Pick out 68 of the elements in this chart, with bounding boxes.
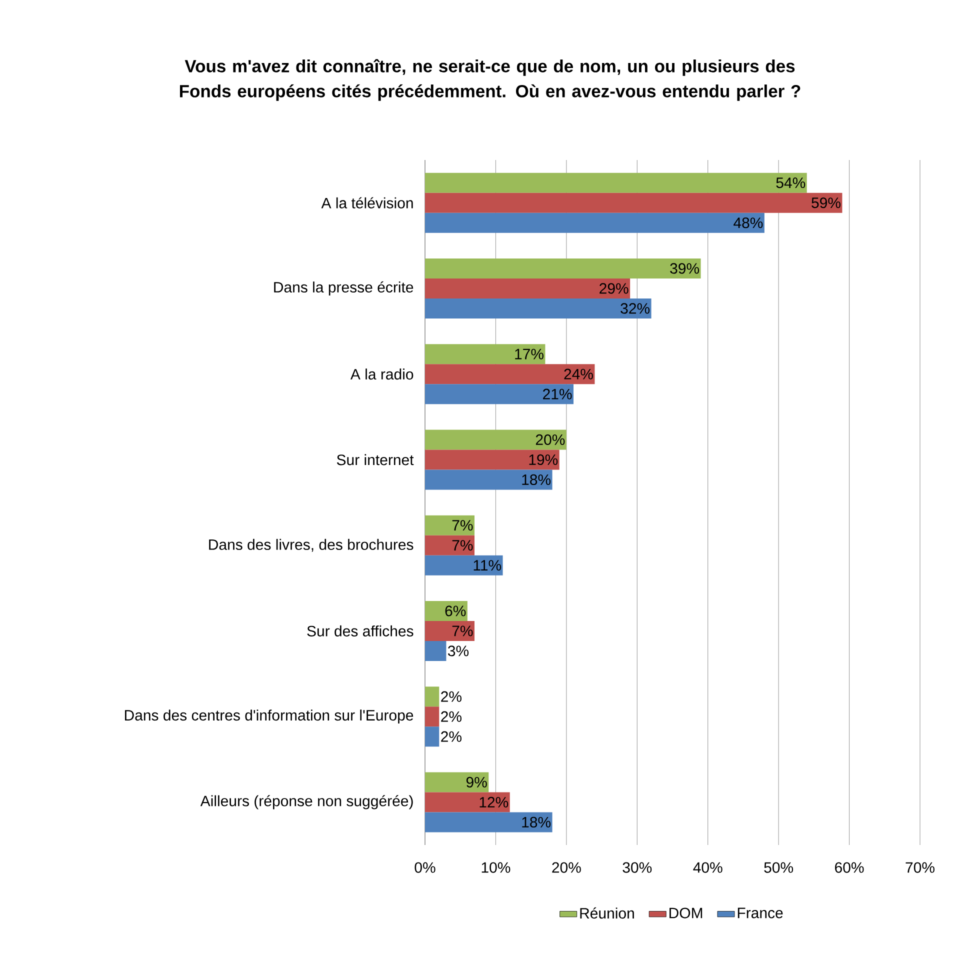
- bar: [425, 726, 440, 747]
- data-label: 59%: [812, 198, 840, 208]
- bar: [425, 600, 468, 621]
- data-label: 2%: [441, 731, 462, 742]
- bar: [425, 278, 630, 298]
- data-label: 20%: [536, 434, 565, 445]
- bar: [425, 258, 701, 278]
- data-label: 2%: [441, 691, 462, 702]
- x-tick-label: 10%: [482, 862, 510, 873]
- bar: [425, 620, 474, 641]
- y-tick-label: A la télévision: [321, 197, 413, 208]
- data-label: 18%: [522, 474, 551, 485]
- x-tick-label: 40%: [693, 862, 722, 873]
- y-tick-label: Dans des centres d'information sur l'Europe: [124, 710, 414, 724]
- legend-label: Réunion: [580, 907, 634, 919]
- data-label: 39%: [670, 263, 700, 274]
- y-tick-label: A la radio: [350, 368, 414, 380]
- bar: [425, 450, 560, 470]
- y-tick-label: Sur des affiches: [307, 625, 414, 636]
- data-label: 32%: [620, 303, 650, 314]
- data-label: 6%: [445, 606, 466, 616]
- data-label: 7%: [452, 540, 473, 551]
- legend-label: DOM: [670, 908, 702, 918]
- bar: [425, 364, 595, 384]
- y-tick-label: Ailleurs (réponse non suggérée): [200, 795, 413, 810]
- bar: [425, 555, 503, 576]
- data-label: 18%: [522, 816, 551, 828]
- bar: [425, 430, 566, 450]
- data-label: 54%: [776, 178, 806, 188]
- x-tick-label: 70%: [906, 862, 934, 873]
- bar: [425, 212, 764, 233]
- data-label: 48%: [734, 218, 763, 228]
- x-tick-label: 50%: [764, 862, 794, 873]
- x-tick-label: 30%: [622, 862, 652, 873]
- bar: [425, 384, 574, 404]
- data-label: 21%: [543, 388, 572, 400]
- bar: [425, 344, 546, 364]
- legend-label: France: [738, 908, 783, 918]
- chart-title: Vous m'avez dit connaître, ne serait-ce que de nom, un ou plusieurs des Fonds européens cités précédemment. Où en avez-vous entendu parler ?: [180, 59, 800, 101]
- data-label: 19%: [529, 454, 558, 465]
- y-tick-label: Dans des livres, des brochures: [209, 538, 414, 552]
- x-tick-label: 60%: [835, 862, 864, 873]
- data-label: 24%: [564, 368, 593, 380]
- bar: [425, 298, 652, 318]
- data-label: 2%: [441, 711, 462, 722]
- bar: [425, 686, 440, 707]
- data-label: 7%: [452, 520, 473, 531]
- x-tick-label: 0%: [414, 862, 436, 873]
- bar: [425, 792, 510, 812]
- bar: [425, 535, 474, 556]
- bar: [425, 706, 440, 727]
- data-label: 7%: [452, 626, 473, 636]
- data-label: 11%: [474, 560, 502, 571]
- x-tick-label: 20%: [552, 862, 581, 873]
- bar: [425, 772, 489, 792]
- data-label: 3%: [448, 646, 469, 656]
- data-label: 12%: [480, 796, 508, 808]
- data-label: 29%: [600, 283, 628, 294]
- bar: [425, 172, 807, 193]
- data-label: 17%: [515, 348, 544, 360]
- y-tick-label: Sur internet: [336, 454, 414, 466]
- data-label: 9%: [466, 776, 487, 788]
- y-tick-label: Dans la presse écrite: [274, 281, 414, 296]
- bar: [425, 192, 842, 213]
- bar: [425, 515, 474, 536]
- bar: [425, 470, 552, 490]
- bar: [425, 812, 552, 832]
- bar: [425, 640, 446, 661]
